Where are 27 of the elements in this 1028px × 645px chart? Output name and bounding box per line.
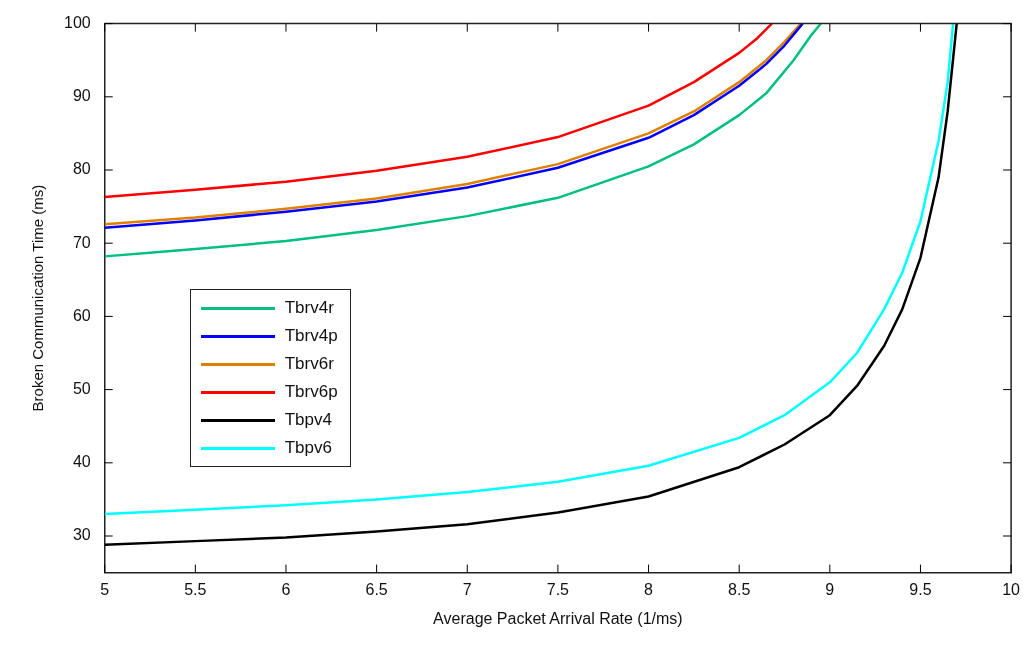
legend-label: Tbrv6r [284, 354, 334, 375]
legend-label: Tbrv4r [284, 298, 334, 319]
x-tick-label: 6 [281, 580, 291, 598]
x-tick-label: 5.5 [184, 580, 207, 598]
y-tick-label: 30 [72, 526, 91, 544]
y-tick-label: 80 [72, 160, 91, 178]
y-tick-label: 50 [72, 380, 91, 398]
legend-label: Tbrv4p [284, 326, 338, 347]
x-tick-label: 9 [825, 580, 835, 598]
x-tick-label: 9.5 [909, 580, 932, 598]
y-tick-label: 90 [72, 87, 91, 105]
x-tick-label: 8 [644, 580, 654, 598]
legend-label: Tbpv6 [284, 438, 332, 459]
y-tick-label: 100 [63, 14, 91, 32]
y-tick-label: 60 [72, 306, 91, 324]
x-tick-label: 6.5 [365, 580, 388, 598]
legend-label: Tbrv6p [284, 382, 338, 403]
x-tick-label: 10 [1002, 580, 1021, 598]
x-tick-label: 8.5 [728, 580, 751, 598]
x-tick-label: 7 [462, 580, 472, 598]
x-tick-label: 7.5 [546, 580, 570, 598]
y-tick-label: 40 [72, 453, 91, 471]
legend-label: Tbpv4 [284, 410, 332, 431]
y-axis-title: Broken Communication Time (ms) [29, 184, 47, 412]
x-axis-title: Average Packet Arrival Rate (1/ms) [433, 609, 683, 627]
x-tick-label: 5 [100, 580, 110, 598]
y-tick-label: 70 [72, 233, 91, 251]
